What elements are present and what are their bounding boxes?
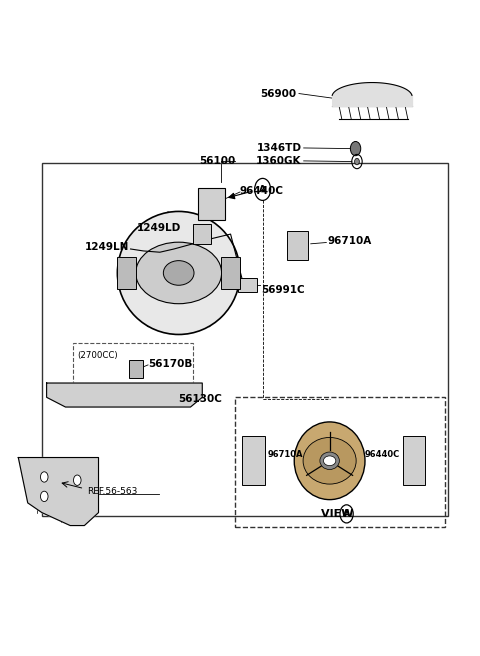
- Text: 1249LN: 1249LN: [85, 242, 129, 252]
- Circle shape: [40, 472, 48, 482]
- Text: A: A: [343, 509, 350, 518]
- Bar: [242, 436, 265, 485]
- Text: 56130C: 56130C: [179, 394, 223, 404]
- Bar: [221, 256, 240, 289]
- Text: VIEW: VIEW: [321, 509, 358, 519]
- Text: 56170B: 56170B: [148, 359, 192, 369]
- Circle shape: [73, 475, 81, 485]
- Ellipse shape: [324, 456, 336, 466]
- Ellipse shape: [118, 211, 240, 335]
- Bar: [129, 359, 144, 378]
- Ellipse shape: [320, 452, 339, 470]
- Bar: [193, 224, 211, 244]
- Polygon shape: [47, 383, 202, 407]
- Text: 1360GK: 1360GK: [256, 156, 301, 166]
- Polygon shape: [18, 457, 98, 525]
- Text: 1249LD: 1249LD: [137, 222, 181, 233]
- Circle shape: [355, 158, 360, 165]
- Text: 96710A: 96710A: [267, 450, 303, 459]
- Bar: [403, 436, 425, 485]
- Bar: [287, 231, 308, 260]
- Circle shape: [350, 142, 361, 155]
- Text: A: A: [259, 185, 266, 194]
- Ellipse shape: [136, 242, 222, 304]
- Circle shape: [40, 491, 48, 502]
- Text: 56100: 56100: [199, 156, 235, 166]
- Text: 56900: 56900: [261, 89, 297, 98]
- Text: REF.56-563: REF.56-563: [87, 487, 137, 496]
- Text: (2700CC): (2700CC): [77, 351, 118, 359]
- Ellipse shape: [294, 422, 365, 500]
- Bar: [118, 256, 136, 289]
- Ellipse shape: [303, 438, 356, 484]
- Text: 56991C: 56991C: [261, 285, 305, 295]
- Text: 96440C: 96440C: [365, 450, 400, 459]
- Bar: [42, 163, 447, 516]
- Bar: [238, 278, 256, 293]
- Text: 96710A: 96710A: [327, 236, 372, 245]
- Bar: [199, 188, 225, 220]
- Text: 1346TD: 1346TD: [256, 143, 301, 153]
- Bar: [72, 343, 193, 383]
- Bar: [235, 398, 445, 527]
- Text: 96440C: 96440C: [240, 186, 284, 195]
- Ellipse shape: [163, 260, 194, 285]
